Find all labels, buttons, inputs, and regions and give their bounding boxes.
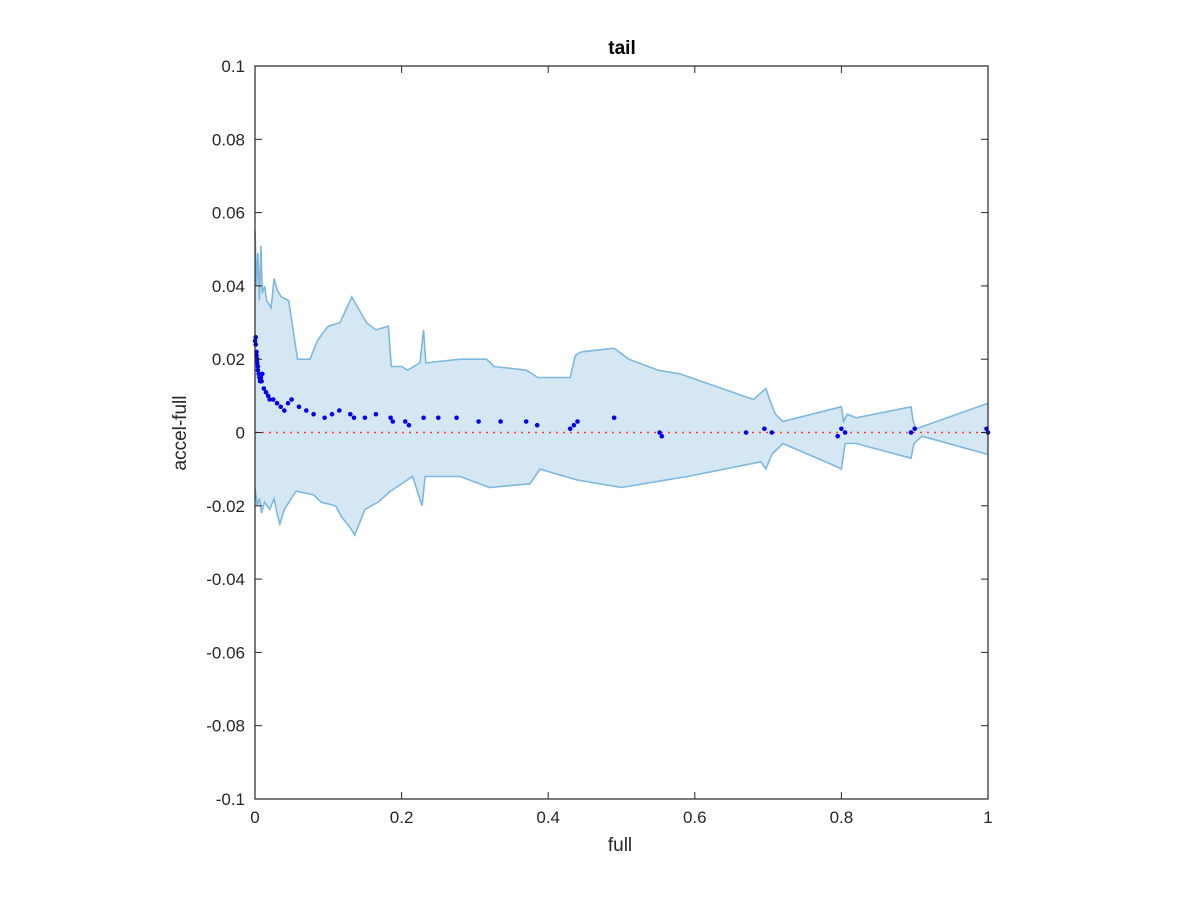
data-point: [575, 419, 580, 424]
data-point: [348, 411, 353, 417]
data-point: [498, 419, 503, 424]
data-point: [259, 378, 264, 384]
data-point: [534, 422, 540, 428]
data-point: [762, 426, 767, 432]
data-point: [567, 426, 573, 432]
y-tick-label: -0.02: [206, 497, 245, 516]
data-point: [265, 393, 271, 399]
data-point: [282, 408, 287, 413]
data-point: [285, 400, 291, 406]
data-point: [835, 433, 840, 439]
data-point: [908, 430, 914, 435]
x-tick-label: 0: [250, 808, 259, 827]
x-tick-label: 0.6: [683, 808, 707, 827]
confidence-band-lower: [254, 435, 989, 537]
data-point: [254, 360, 260, 366]
data-point: [289, 397, 294, 402]
y-tick-label: -0.1: [216, 790, 245, 809]
data-point: [322, 415, 327, 421]
data-point: [659, 433, 665, 439]
data-point: [337, 408, 342, 413]
data-point: [258, 375, 264, 380]
data-point: [271, 397, 276, 402]
y-axis-label: accel-full: [170, 396, 191, 471]
chart-title: tail: [608, 38, 635, 59]
y-tick-label: -0.06: [206, 643, 245, 662]
data-point: [260, 371, 265, 377]
data-point: [839, 426, 844, 432]
data-point: [912, 426, 917, 432]
data-point: [436, 415, 441, 421]
data-point: [523, 419, 529, 424]
plot-area: [252, 230, 991, 537]
data-point: [253, 334, 258, 340]
data-point: [351, 415, 357, 421]
confidence-band-upper: [254, 230, 989, 430]
data-point: [406, 422, 412, 428]
data-point: [263, 389, 269, 395]
data-point: [255, 364, 261, 369]
data-point: [476, 419, 481, 424]
data-point: [255, 367, 261, 373]
data-point: [611, 415, 617, 421]
data-point: [304, 408, 309, 413]
data-point: [256, 371, 262, 377]
data-point: [253, 342, 258, 347]
y-tick-label: 0: [236, 424, 245, 443]
data-point: [261, 386, 267, 391]
data-point: [329, 411, 335, 417]
y-tick-label: 0.02: [212, 350, 245, 369]
data-point: [362, 415, 368, 421]
x-tick-label: 0.4: [536, 808, 560, 827]
y-tick-label: 0.06: [212, 204, 245, 223]
data-point: [311, 411, 316, 417]
x-tick-label: 0.2: [390, 808, 414, 827]
data-point: [388, 415, 393, 421]
y-tick-label: 0.1: [221, 57, 245, 76]
x-tick-label: 0.8: [830, 808, 854, 827]
data-point: [296, 404, 302, 410]
data-point: [274, 400, 280, 406]
data-point: [769, 430, 775, 435]
data-point: [373, 411, 379, 417]
data-point: [743, 430, 749, 435]
data-point: [657, 430, 662, 435]
data-point: [842, 430, 848, 435]
y-tick-label: 0.04: [212, 277, 245, 296]
data-point: [390, 419, 396, 424]
confidence-band-fill: [255, 230, 988, 536]
x-axis-label: full: [608, 835, 632, 856]
data-point: [278, 404, 284, 410]
data-point: [454, 415, 459, 421]
x-tick-label: 1: [983, 808, 992, 827]
y-tick-label: -0.08: [206, 717, 245, 736]
y-tick-label: -0.04: [206, 570, 245, 589]
data-point: [421, 415, 426, 421]
y-tick-label: 0.08: [212, 130, 245, 149]
data-point: [403, 419, 408, 424]
axis-ticks: 0 0.2 0.4 0.6 0.8 1 0.1 0.08 0.06 0.04 0.02 0 -0.02 -…: [206, 57, 992, 827]
data-point: [571, 422, 577, 428]
data-point: [267, 397, 273, 402]
